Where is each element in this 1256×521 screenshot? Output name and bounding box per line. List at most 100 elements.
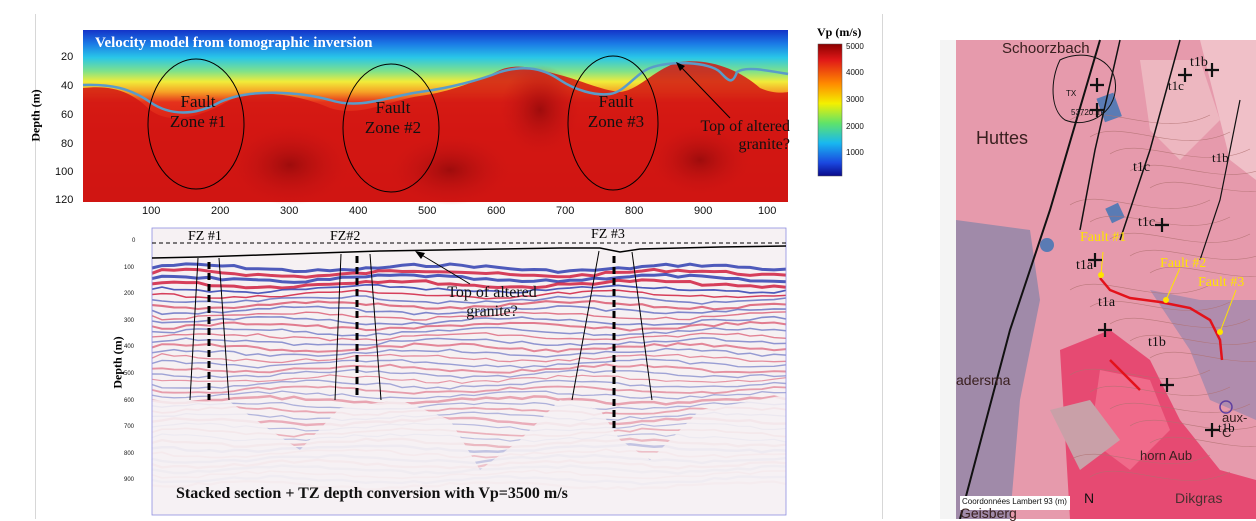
contour-line [1069,368,1211,379]
fz-line2: Zone #2 [364,118,422,137]
seismic-reflector [151,272,787,284]
seismic-annotation: Top of altered granite? [427,283,557,321]
fault-3-label: Fault #3 [1198,275,1245,290]
seismic-reflector [151,283,787,295]
seismic-reflector [151,326,787,337]
seismic-reflector [151,294,787,305]
geology-label: t1c [1168,78,1184,93]
map-place-label: adersma [956,372,1011,388]
contour-line [1089,130,1231,141]
x-tick: 200 [211,205,230,217]
seismic-reflector [151,262,787,274]
y-tick: 200 [124,291,135,297]
seismic-reflector [151,305,787,316]
y-tick: 100 [124,265,135,271]
y-tick: 80 [61,138,74,150]
map-place-label: Schoorzbach [1002,40,1090,57]
contour-line [1089,385,1231,396]
contour-line [1089,470,1231,481]
seismic-reflector [151,315,787,326]
seismic-reflector [151,353,787,364]
x-tick: 700 [556,205,575,217]
cbar-tick: 5000 [846,42,864,51]
seismic-reflector [151,311,787,321]
geology-label: t1c [1133,160,1151,175]
seismic-reflector [151,347,787,358]
area-label: 53720 m² [1071,108,1105,117]
y-tick: 0 [132,238,136,244]
contour-line [1129,419,1256,430]
y-tick: 900 [124,477,135,483]
contour-line [1109,317,1251,328]
contour-line [1089,300,1231,311]
x-tick: 300 [280,205,299,217]
y-tick: 700 [124,424,135,430]
map-place-label: Geisberg [960,505,1017,521]
seismic-reflector [151,390,787,400]
seismic-reflector [151,379,787,390]
cbar-tick: 3000 [846,95,864,104]
y-tick: 400 [124,344,135,350]
map-place-label: aux-C [1222,410,1248,440]
seismic-reflector [151,363,787,374]
seismic-reflector [151,358,787,369]
contour-line [1149,436,1256,447]
geology-label: t1b [1218,420,1235,435]
fault-zone-3-label: Fault Zone #3 [578,92,654,132]
y-tick: 20 [61,51,74,63]
seismic-reflector [151,337,787,347]
fault-trace-red [1099,277,1224,361]
seismic-surface-line [151,245,787,259]
geology-label: t1b [1148,335,1166,350]
map-place-label: Dikgras [1175,490,1223,506]
seismic-reflector [151,267,787,279]
fault-zone-1-ellipse [147,58,245,190]
tx-label: TX [1066,89,1077,98]
fault-zone-2-label: Fault Zone #2 [355,98,431,138]
y-tick: 600 [124,398,135,404]
seismic-reflector [151,300,787,311]
map-place-label: horn Aub [1140,448,1193,463]
fault-2-label: Fault #2 [1160,256,1207,271]
seismic-reflector [151,320,787,332]
colorbar-title: Vp (m/s) [817,25,862,39]
cbar-tick: 4000 [846,68,864,77]
y-tick: 40 [61,80,74,92]
left-figure-frame [35,14,883,519]
y-tick: 120 [55,194,74,206]
map-place-label: Huttes [976,128,1029,148]
seismic-reflector [151,332,787,342]
velocity-annotation: Top of altered granite? [684,118,790,154]
annotation-arrow [679,65,731,119]
y-tick: 100 [55,166,74,178]
contour-line [1149,181,1256,192]
geology-label: t1b [1190,55,1208,70]
fault-zone-2-ellipse [342,63,440,193]
x-tick: 100 [142,205,161,217]
velocity-title: Velocity model from tomographic inversio… [95,35,373,51]
fz-line2: Zone #1 [169,112,227,131]
y-tick: 300 [124,318,135,324]
y-tick: 500 [124,371,135,377]
colorbar [818,44,842,176]
x-tick: 600 [487,205,506,217]
contour-line [1069,113,1211,124]
geology-label: t1a [1098,295,1116,310]
fz1-label: FZ #1 [188,229,222,244]
y-tick: 800 [124,451,135,457]
fz-line1: Fault [598,92,634,111]
geological-map [940,39,1256,519]
fz-line1: Fault [180,92,216,111]
annotation-line2: granite? [466,303,518,320]
seismic-reflector [151,394,787,406]
fz3-label: FZ #3 [591,227,625,242]
contour-line [1129,334,1256,345]
fault-zone-1-label: Fault Zone #1 [166,92,230,132]
velocity-ylabel: Depth (m) [28,89,43,142]
y-tick: 60 [61,109,74,121]
top-altered-granite-line [82,61,789,114]
contour-line [1109,402,1251,413]
fz2-label: FZ#2 [330,229,361,244]
seismic-reflector [151,289,787,300]
